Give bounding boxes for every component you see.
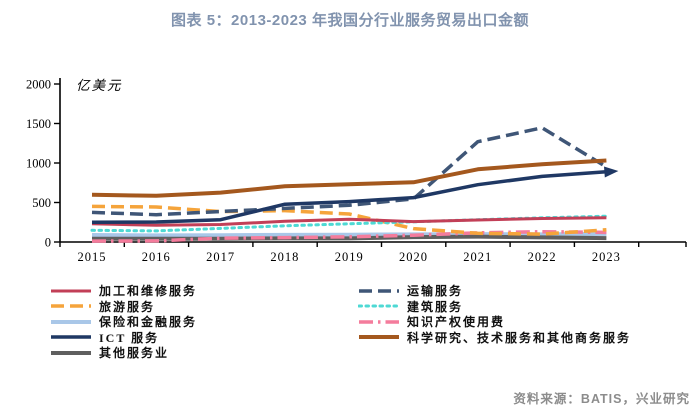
legend-item-label: 运输服务 — [407, 284, 464, 299]
legend-line-sample — [51, 289, 91, 293]
legend-item-label: 旅游服务 — [99, 299, 156, 314]
legend-item: 其他服务业 — [50, 345, 350, 361]
legend-item-label: 知识产权使用费 — [407, 315, 506, 330]
x-tick-label: 2018 — [270, 250, 299, 264]
legend-item-label: 科学研究、技术服务和其他商务服务 — [407, 330, 632, 345]
legend-line-sample — [51, 304, 91, 308]
x-tick-label: 2016 — [142, 250, 171, 264]
series-line-4 — [91, 169, 607, 225]
chart-title: 图表 5：2013-2023 年我国分行业服务贸易出口金额 — [171, 12, 529, 29]
legend-line-sample — [359, 335, 399, 340]
legend-line-sample — [359, 289, 399, 293]
legend-item: ICT 服务 — [50, 330, 350, 346]
y-tick-label: 0 — [45, 236, 51, 250]
x-tick-label: 2022 — [528, 250, 557, 264]
legend-line-sample — [358, 304, 400, 308]
y-tick-label: 500 — [32, 196, 51, 210]
x-tick-label: 2015 — [78, 250, 107, 264]
legend-line-sample — [51, 319, 91, 324]
y-tick-label: 1000 — [26, 157, 51, 171]
y-unit-label: 亿美元 — [76, 78, 123, 93]
arrow-head — [604, 166, 619, 178]
y-tick-label: 2000 — [26, 78, 51, 92]
x-tick-label: 2023 — [592, 250, 621, 264]
y-tick-label: 1500 — [26, 117, 51, 131]
legend-line-sample — [51, 335, 91, 339]
legend-item: 知识产权使用费 — [358, 314, 698, 330]
legend-column-right: 运输服务 建筑服务 知识产权使用费 科学研究、技术服务和其他商务服务 — [358, 283, 698, 345]
legend-item-label: 加工和维修服务 — [99, 284, 198, 299]
legend-item: 保险和金融服务 — [50, 314, 350, 330]
legend-item: 运输服务 — [358, 283, 698, 299]
series-line-5 — [92, 234, 607, 241]
legend-item: 旅游服务 — [50, 299, 350, 315]
legend-line-sample — [359, 320, 399, 324]
legend-item: 建筑服务 — [358, 299, 698, 315]
x-tick-label: 2021 — [463, 250, 492, 264]
legend-item-label: 保险和金融服务 — [99, 315, 198, 330]
series-line-8 — [91, 229, 607, 243]
series-line-9 — [91, 158, 607, 198]
series-line-6 — [91, 126, 608, 217]
legend-line-sample — [51, 350, 91, 355]
legend-item-label: 建筑服务 — [407, 299, 464, 314]
series-line-2 — [91, 204, 607, 236]
series-line-1 — [91, 216, 607, 227]
x-tick-label: 2017 — [206, 250, 235, 264]
legend-column-left: 加工和维修服务 旅游服务 保险和金融服务 ICT 服务 其他服务业 — [50, 283, 350, 361]
legend-item-label: ICT 服务 — [99, 330, 160, 345]
legend-item-label: 其他服务业 — [99, 346, 170, 361]
x-tick-label: 2019 — [335, 250, 364, 264]
x-tick-label: 2020 — [399, 250, 428, 264]
legend-item: 科学研究、技术服务和其他商务服务 — [358, 330, 698, 346]
source-note: 资料来源：BATIS，兴业研究 — [513, 392, 690, 406]
legend-item: 加工和维修服务 — [50, 283, 350, 299]
